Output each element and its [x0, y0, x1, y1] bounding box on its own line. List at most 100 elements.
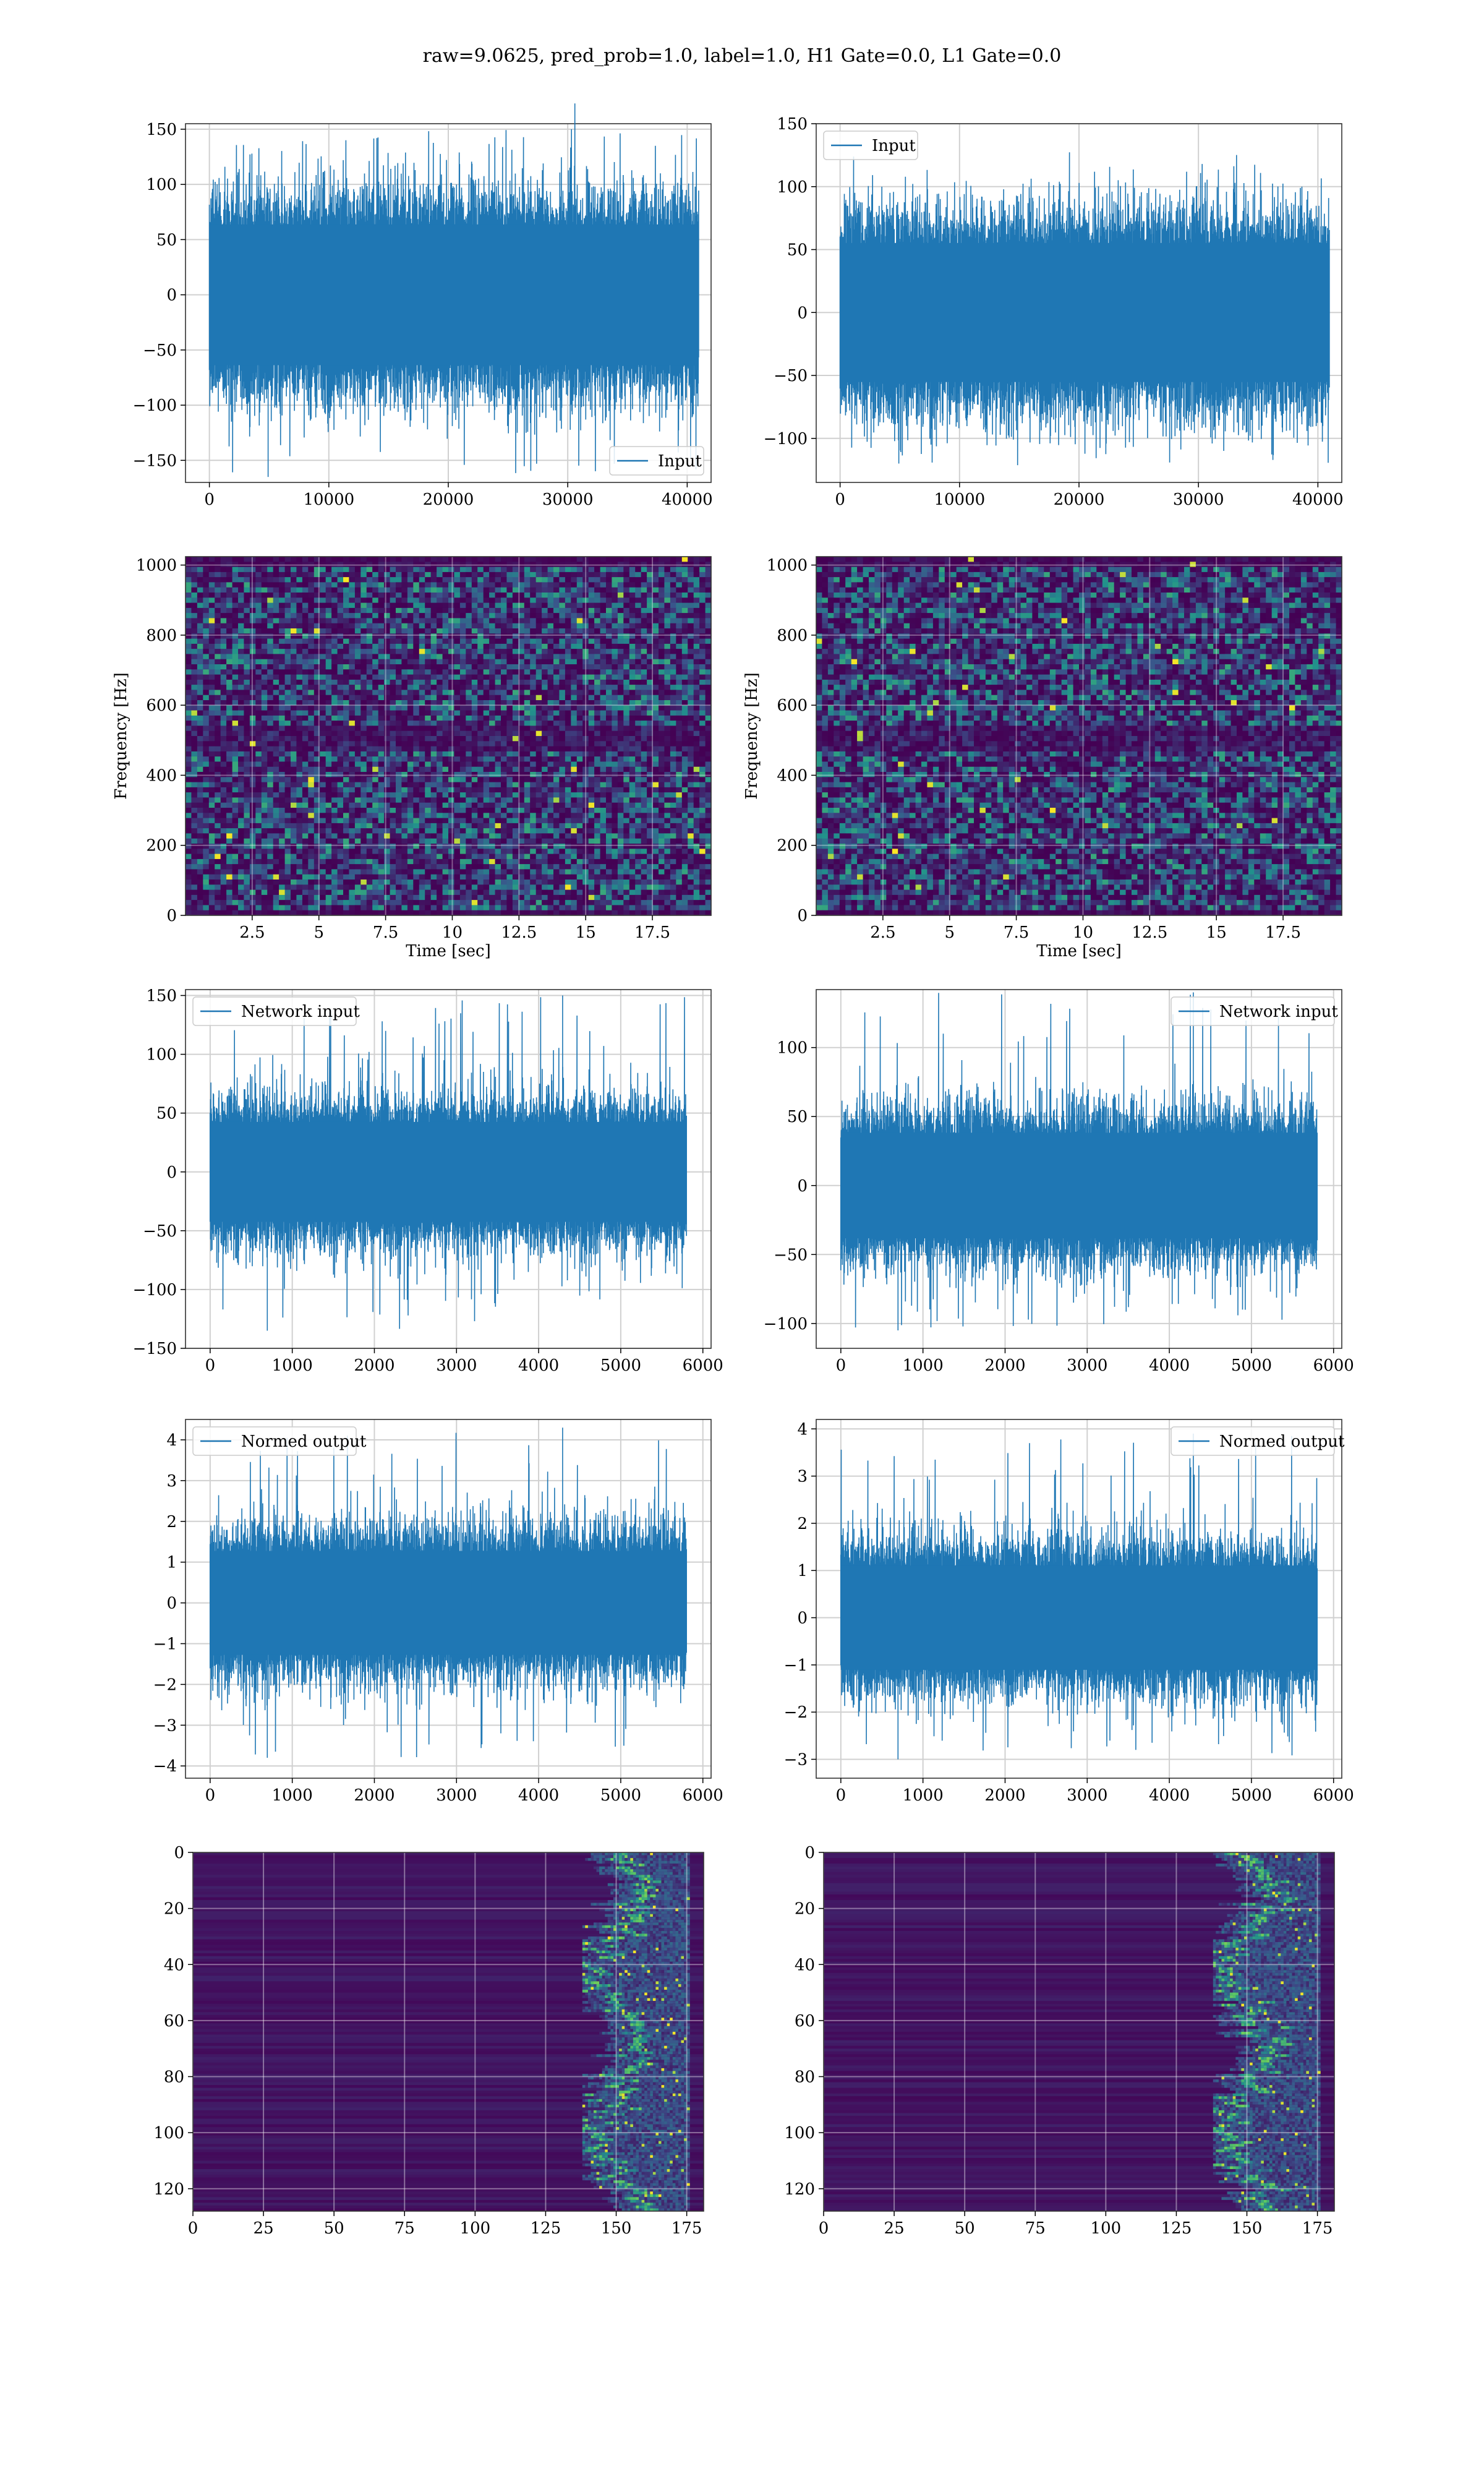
spectrogram-cell — [208, 782, 215, 788]
spectrogram-cell — [594, 607, 601, 614]
spectrogram-cell — [489, 736, 496, 742]
spectrogram-cell — [255, 802, 262, 808]
spectrogram-cell — [518, 756, 525, 762]
spectrogram-cell — [466, 797, 472, 803]
spectrogram-cell — [506, 571, 513, 578]
spectrogram-cell — [425, 649, 432, 654]
spectrogram-cell — [343, 756, 349, 762]
spectrogram-cell — [535, 695, 542, 701]
spectrogram-cell — [267, 633, 274, 640]
spectrogram-cell — [331, 685, 338, 690]
spectrogram-cell — [483, 623, 490, 629]
spectrogram-cell — [208, 818, 215, 824]
spectrogram-cell — [302, 777, 309, 783]
spectrogram-cell — [471, 726, 478, 732]
spectrogram-cell — [437, 823, 443, 829]
spectrogram-cell — [249, 751, 256, 757]
spectrogram-cell — [325, 674, 332, 680]
spectrogram-cell — [588, 808, 595, 813]
spectrogram-cell — [302, 818, 309, 824]
spectrogram-cell — [238, 797, 244, 803]
spectrogram-cell — [641, 685, 647, 690]
spectrogram-cell — [191, 557, 198, 562]
spectrogram-cell — [191, 674, 198, 680]
spectrogram-cell — [547, 715, 554, 721]
spectrogram-cell — [518, 567, 525, 573]
spectrogram-cell — [291, 823, 297, 829]
spectrogram-cell — [688, 787, 694, 793]
spectrogram-cell — [203, 659, 210, 665]
spectrogram-cell — [623, 772, 630, 777]
spectrogram-cell — [320, 638, 326, 644]
spectrogram-cell — [594, 567, 601, 573]
spectrogram-cell — [308, 721, 315, 726]
spectrogram-cell — [699, 808, 706, 813]
spectrogram-cell — [407, 726, 414, 732]
spectrogram-cell — [203, 705, 210, 711]
spectrogram-cell — [495, 715, 501, 721]
spectrogram-cell — [542, 685, 548, 690]
spectrogram-cell — [430, 828, 437, 834]
spectrogram-cell — [186, 623, 192, 629]
spectrogram-cell — [208, 695, 215, 701]
spectrogram-cell — [220, 705, 227, 711]
spectrogram-cell — [664, 766, 671, 773]
spectrogram-cell — [320, 669, 326, 675]
spectrogram-cell — [296, 633, 303, 640]
spectrogram-cell — [244, 643, 250, 649]
spectrogram-cell — [623, 679, 630, 685]
spectrogram-cell — [647, 664, 654, 670]
spectrogram-cell — [670, 567, 676, 573]
x-tick-label: 30000 — [542, 490, 594, 509]
spectrogram-cell — [372, 613, 379, 618]
chart-spec-h1: 2.5 5 7.5 10 12.5 15 17.502004006008001000Time… — [112, 556, 712, 961]
spectrogram-cell — [384, 828, 391, 834]
spectrogram-cell — [471, 557, 478, 562]
spectrogram-cell — [261, 705, 268, 711]
spectrogram-cell — [459, 582, 466, 588]
spectrogram-cell — [308, 818, 315, 824]
spectrogram-cell — [279, 557, 286, 562]
spectrogram-cell — [267, 715, 274, 721]
spectrogram-cell — [664, 726, 671, 732]
spectrogram-cell — [448, 557, 454, 562]
spectrogram-cell — [535, 736, 542, 742]
spectrogram-cell — [186, 587, 192, 593]
spectrogram-cell — [273, 623, 279, 629]
spectrogram-cell — [612, 685, 618, 690]
spectrogram-cell — [186, 685, 192, 690]
spectrogram-cell — [647, 567, 654, 573]
spectrogram-cell — [325, 557, 332, 562]
spectrogram-cell — [559, 751, 566, 757]
spectrogram-cell — [430, 833, 437, 839]
spectrogram-cell — [354, 587, 361, 593]
spectrogram-cell — [542, 643, 548, 649]
spectrogram-cell — [594, 751, 601, 757]
spectrogram-cell — [197, 567, 203, 573]
spectrogram-cell — [693, 628, 700, 634]
spectrogram-cell — [635, 766, 642, 773]
spectrogram-cell — [249, 766, 256, 773]
spectrogram-cell — [360, 664, 367, 670]
spectrogram-cell — [681, 628, 688, 634]
spectrogram-cell — [641, 567, 647, 573]
spectrogram-cell — [518, 772, 525, 777]
spectrogram-cell — [600, 659, 607, 665]
spectrogram-cell — [553, 679, 560, 685]
spectrogram-cell — [518, 685, 525, 690]
spectrogram-cell — [582, 726, 589, 732]
spectrogram-cell — [279, 623, 286, 629]
spectrogram-cell — [454, 674, 461, 680]
spectrogram-cell — [186, 792, 192, 798]
spectrogram-cell — [203, 715, 210, 721]
spectrogram-cell — [249, 721, 256, 726]
spectrogram-cell — [255, 787, 262, 793]
spectrogram-cell — [681, 761, 688, 768]
spectrogram-cell — [320, 823, 326, 829]
spectrogram-cell — [203, 761, 210, 768]
spectrogram-cell — [320, 792, 326, 798]
spectrogram-cell — [302, 659, 309, 665]
spectrogram-cell — [635, 782, 642, 788]
spectrogram-cell — [197, 761, 203, 768]
